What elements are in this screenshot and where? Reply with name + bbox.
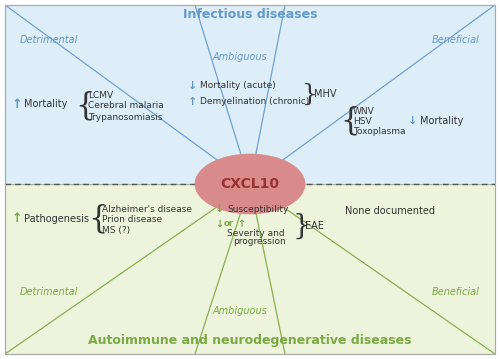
- FancyBboxPatch shape: [5, 184, 495, 354]
- Text: Mortality: Mortality: [24, 99, 68, 109]
- Text: ↓: ↓: [215, 204, 224, 214]
- Text: EAE: EAE: [305, 221, 324, 231]
- Text: {: {: [75, 90, 94, 121]
- Text: WNV: WNV: [353, 107, 375, 116]
- Text: HSV: HSV: [353, 117, 372, 126]
- Text: Infectious diseases: Infectious diseases: [183, 8, 318, 21]
- Text: {: {: [88, 204, 108, 234]
- Text: MHV: MHV: [314, 89, 336, 99]
- Text: ↓: ↓: [188, 81, 198, 91]
- Text: Severity and: Severity and: [227, 228, 284, 238]
- Text: ↑: ↑: [237, 219, 245, 229]
- Text: Mortality: Mortality: [420, 116, 464, 126]
- Text: ↓: ↓: [408, 116, 418, 126]
- Text: Beneficial: Beneficial: [432, 287, 480, 297]
- Text: Susceptibility: Susceptibility: [227, 205, 288, 214]
- Text: Ambiguous: Ambiguous: [212, 52, 268, 62]
- Text: Demyelination (chronic): Demyelination (chronic): [200, 98, 309, 107]
- Text: progression: progression: [233, 238, 286, 247]
- Text: LCMV: LCMV: [88, 92, 113, 101]
- Text: ↓: ↓: [215, 219, 223, 229]
- Ellipse shape: [195, 154, 305, 214]
- FancyBboxPatch shape: [5, 5, 495, 184]
- Text: Prion disease: Prion disease: [102, 214, 162, 224]
- Text: Detrimental: Detrimental: [20, 287, 78, 297]
- Text: Pathogenesis: Pathogenesis: [24, 214, 89, 224]
- Text: ↑: ↑: [12, 213, 22, 225]
- Text: Trypanosomiasis: Trypanosomiasis: [88, 113, 162, 122]
- Text: }: }: [302, 83, 318, 106]
- Text: ↑: ↑: [12, 98, 22, 111]
- Text: CXCL10: CXCL10: [220, 177, 280, 191]
- Text: None documented: None documented: [345, 206, 435, 216]
- Text: Mortality (acute): Mortality (acute): [200, 81, 276, 90]
- Text: Alzheimer's disease: Alzheimer's disease: [102, 205, 192, 214]
- Text: Ambiguous: Ambiguous: [212, 306, 268, 316]
- Text: Toxoplasma: Toxoplasma: [353, 126, 406, 135]
- Text: Beneficial: Beneficial: [432, 35, 480, 45]
- Text: {: {: [340, 106, 359, 136]
- Text: or: or: [224, 219, 234, 228]
- Text: Cerebral malaria: Cerebral malaria: [88, 102, 164, 111]
- Text: }: }: [292, 213, 310, 239]
- Text: Autoimmune and neurodegenerative diseases: Autoimmune and neurodegenerative disease…: [88, 334, 412, 347]
- Text: MS (?): MS (?): [102, 225, 130, 234]
- Text: Detrimental: Detrimental: [20, 35, 78, 45]
- Text: ↑: ↑: [188, 97, 198, 107]
